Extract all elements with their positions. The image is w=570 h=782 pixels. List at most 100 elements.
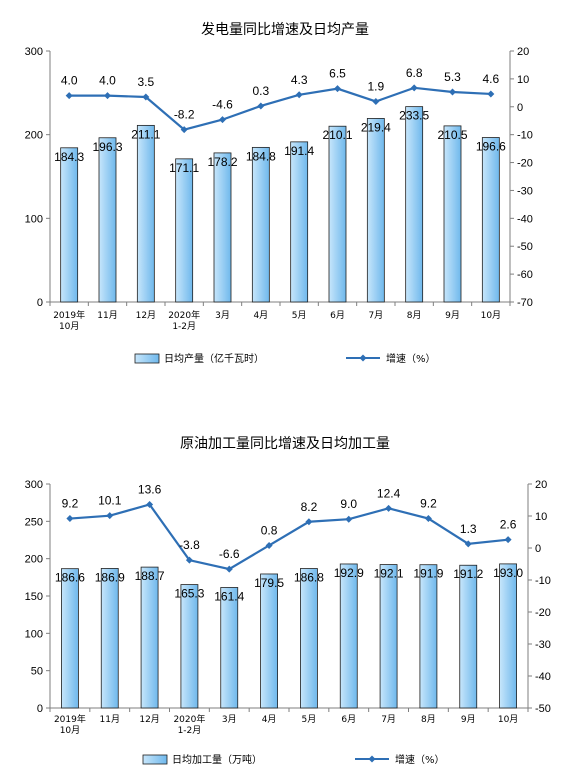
line-point [487, 90, 495, 98]
bar-value-label: 171.1 [169, 161, 199, 175]
bar [98, 137, 117, 303]
x-tick-label: 12月 [136, 310, 156, 321]
left-tick-label: 0 [37, 703, 43, 715]
line-value-label: 4.6 [482, 72, 499, 86]
growth-line [69, 86, 491, 131]
bar [136, 124, 155, 303]
x-tick-label: 4月 [262, 714, 277, 725]
line-point [66, 515, 74, 523]
legend-bar-swatch [142, 754, 168, 765]
bar [405, 106, 424, 303]
line-point [464, 540, 472, 548]
bar [180, 584, 199, 709]
bar-value-label: 191.2 [453, 567, 483, 581]
right-tick-label: -30 [517, 185, 533, 197]
line-point [372, 97, 380, 105]
line-point [295, 91, 303, 99]
line-value-label: 9.0 [340, 497, 357, 511]
line-point [104, 92, 111, 100]
right-tick-label: -30 [535, 639, 551, 651]
bar [100, 568, 119, 709]
x-tick-label: 2020年 1-2月 [173, 713, 205, 736]
chart-title: 发电量同比增速及日均产量 [201, 22, 369, 38]
bar-value-label: 186.6 [55, 571, 85, 585]
left-tick-label: 300 [25, 479, 43, 491]
line-value-label: -3.8 [179, 538, 200, 552]
right-tick-label: -10 [535, 575, 551, 587]
x-tick-label: 3月 [222, 714, 237, 725]
right-tick-label: 10 [517, 74, 529, 86]
bar [379, 564, 398, 709]
line-value-label: 0.3 [252, 84, 269, 98]
right-tick-label: -50 [517, 241, 533, 253]
line-point [449, 88, 456, 96]
bar-value-label: 210.1 [322, 128, 352, 142]
bar-value-label: 192.1 [374, 567, 404, 581]
bar [140, 566, 159, 709]
legend-line-label: 增速（%） [386, 352, 436, 365]
bar-value-label: 188.7 [135, 569, 165, 583]
x-tick-label: 5月 [292, 310, 307, 321]
x-tick-label: 2019年 10月 [54, 713, 86, 736]
bar [481, 137, 500, 303]
bar-value-label: 219.4 [361, 120, 391, 134]
line-value-label: 2.6 [500, 518, 517, 532]
bar [328, 125, 347, 303]
right-tick-label: -50 [535, 703, 551, 715]
bar-value-label: 178.2 [207, 155, 237, 169]
line-point [65, 92, 73, 100]
line-value-label: 13.6 [138, 482, 162, 496]
line-value-label: -8.2 [174, 108, 195, 122]
bar-value-label: 179.5 [254, 576, 284, 590]
line-point [504, 536, 512, 544]
x-tick-label: 2020年 1-2月 [168, 309, 200, 332]
right-tick-label: -60 [517, 269, 533, 281]
bar [290, 141, 309, 303]
right-tick-label: -20 [535, 607, 551, 619]
line-value-label: -4.6 [212, 98, 233, 112]
right-tick-label: 10 [535, 511, 547, 523]
bar-value-label: 196.6 [476, 140, 506, 154]
x-tick-label: 7月 [381, 714, 396, 725]
x-tick-label: 3月 [215, 310, 230, 321]
line-point [180, 126, 188, 134]
bar-value-label: 161.4 [214, 589, 244, 603]
right-tick-label: -40 [517, 213, 533, 225]
legend-line-marker [368, 755, 376, 763]
line-point [146, 500, 154, 508]
right-tick-label: -70 [517, 297, 533, 309]
x-tick-label: 11月 [97, 310, 117, 321]
bar [366, 118, 385, 303]
bar-value-label: 184.3 [54, 150, 84, 164]
left-tick-label: 250 [25, 516, 43, 528]
bar [213, 152, 232, 303]
bar [459, 564, 478, 709]
x-tick-label: 10月 [498, 714, 518, 725]
bar [175, 158, 194, 303]
bar-value-label: 191.9 [413, 567, 443, 581]
legend-bar-label: 日均加工量（万吨） [172, 753, 262, 766]
bar-value-label: 193.0 [493, 566, 523, 580]
x-tick-label: 2019年 10月 [53, 309, 85, 332]
bar-value-label: 211.1 [131, 127, 160, 141]
line-value-label: 4.0 [61, 74, 78, 88]
x-tick-label: 11月 [100, 714, 120, 725]
line-value-label: 6.5 [329, 67, 346, 81]
line-point [106, 512, 114, 520]
left-tick-label: 100 [25, 628, 43, 640]
left-tick-label: 100 [25, 213, 43, 225]
bar [60, 147, 79, 303]
growth-line [69, 503, 509, 571]
x-tick-label: 7月 [368, 310, 383, 321]
left-tick-label: 50 [31, 666, 43, 678]
bar [61, 568, 79, 709]
line-value-label: 4.3 [291, 73, 308, 87]
left-tick-label: 200 [25, 130, 43, 142]
line-point [225, 565, 233, 573]
line-value-label: 4.0 [99, 74, 116, 88]
bar-value-label: 186.9 [95, 570, 125, 584]
x-tick-label: 12月 [139, 714, 159, 725]
bar [300, 568, 318, 709]
